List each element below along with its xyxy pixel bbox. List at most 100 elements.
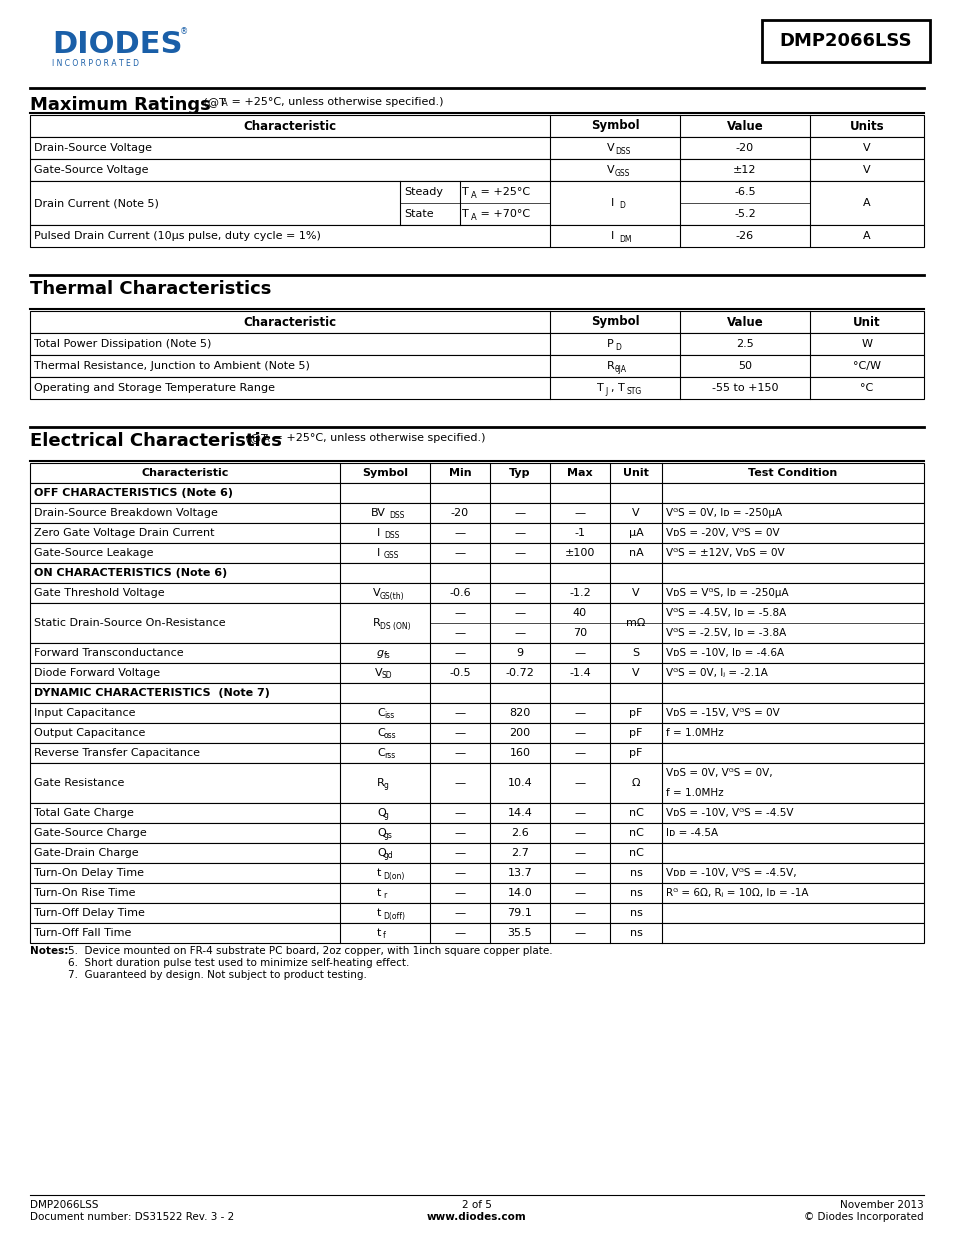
Text: gs: gs: [384, 831, 393, 841]
Text: I N C O R P O R A T E D: I N C O R P O R A T E D: [52, 59, 139, 68]
Text: Thermal Characteristics: Thermal Characteristics: [30, 280, 271, 298]
Text: °C: °C: [860, 383, 873, 393]
Text: P: P: [606, 338, 613, 350]
Text: pF: pF: [629, 727, 642, 739]
Text: 40: 40: [573, 608, 586, 618]
Text: 10.4: 10.4: [507, 778, 532, 788]
Text: —: —: [574, 848, 585, 858]
Text: mΩ: mΩ: [626, 618, 645, 629]
Text: = +25°C: = +25°C: [476, 186, 530, 198]
Text: g: g: [384, 782, 389, 790]
Text: -5.2: -5.2: [734, 209, 755, 219]
Text: Unit: Unit: [622, 468, 648, 478]
Text: pF: pF: [629, 708, 642, 718]
Text: -20: -20: [735, 143, 753, 153]
Text: θJA: θJA: [615, 364, 626, 373]
Text: 9: 9: [516, 648, 523, 658]
Bar: [30, 225, 923, 247]
Text: —: —: [574, 827, 585, 839]
Bar: [30, 683, 923, 703]
Text: Symbol: Symbol: [361, 468, 408, 478]
Text: I: I: [376, 548, 380, 558]
Text: —: —: [514, 588, 525, 598]
Text: A: A: [862, 198, 870, 207]
Text: (@T: (@T: [242, 433, 268, 443]
Text: T: T: [461, 186, 468, 198]
Text: —: —: [574, 508, 585, 517]
Text: I: I: [376, 529, 380, 538]
Text: VᴅS = -15V, VᴳS = 0V: VᴅS = -15V, VᴳS = 0V: [665, 708, 779, 718]
Text: -0.6: -0.6: [449, 588, 471, 598]
Text: ON CHARACTERISTICS (Note 6): ON CHARACTERISTICS (Note 6): [34, 568, 227, 578]
Text: Gate Threshold Voltage: Gate Threshold Voltage: [34, 588, 165, 598]
Text: Output Capacitance: Output Capacitance: [34, 727, 145, 739]
Text: —: —: [574, 648, 585, 658]
Text: DS (ON): DS (ON): [379, 621, 410, 631]
Text: C: C: [376, 748, 384, 758]
Text: Zero Gate Voltage Drain Current: Zero Gate Voltage Drain Current: [34, 529, 214, 538]
Text: R: R: [606, 361, 614, 370]
Text: Typ: Typ: [509, 468, 530, 478]
Text: D: D: [618, 201, 624, 210]
Bar: [30, 844, 923, 863]
Text: 200: 200: [509, 727, 530, 739]
Text: (@T: (@T: [200, 98, 226, 107]
Text: Rᴳ = 6Ω, Rⱼ = 10Ω, Iᴅ = -1A: Rᴳ = 6Ω, Rⱼ = 10Ω, Iᴅ = -1A: [665, 888, 807, 898]
Text: -0.72: -0.72: [505, 668, 534, 678]
Text: Max: Max: [567, 468, 592, 478]
Text: V: V: [375, 668, 382, 678]
Text: -1.2: -1.2: [569, 588, 590, 598]
Text: D(off): D(off): [382, 911, 405, 920]
Text: oss: oss: [384, 731, 396, 741]
Text: f = 1.0MHz: f = 1.0MHz: [665, 788, 723, 798]
Text: —: —: [574, 727, 585, 739]
Bar: [30, 563, 923, 583]
Text: -0.5: -0.5: [449, 668, 471, 678]
Bar: [30, 463, 923, 483]
Text: —: —: [454, 548, 465, 558]
Bar: [30, 311, 923, 333]
Text: —: —: [514, 548, 525, 558]
Text: 160: 160: [509, 748, 530, 758]
Text: —: —: [454, 848, 465, 858]
Text: Electrical Characteristics: Electrical Characteristics: [30, 432, 281, 450]
Text: 50: 50: [738, 361, 751, 370]
Text: ns: ns: [629, 927, 641, 939]
Text: ns: ns: [629, 908, 641, 918]
Bar: [30, 115, 923, 137]
Text: C: C: [376, 727, 384, 739]
Text: 35.5: 35.5: [507, 927, 532, 939]
Bar: [30, 543, 923, 563]
Text: -1: -1: [574, 529, 585, 538]
Text: R: R: [376, 778, 384, 788]
Text: Thermal Resistance, Junction to Ambient (Note 5): Thermal Resistance, Junction to Ambient …: [34, 361, 310, 370]
Text: f: f: [382, 931, 385, 941]
Text: °C/W: °C/W: [852, 361, 880, 370]
Text: V: V: [862, 143, 870, 153]
Text: ±12: ±12: [733, 165, 756, 175]
Text: D: D: [615, 342, 620, 352]
Text: —: —: [454, 648, 465, 658]
Text: —: —: [514, 629, 525, 638]
Text: —: —: [454, 868, 465, 878]
Text: = +25°C, unless otherwise specified.): = +25°C, unless otherwise specified.): [228, 98, 443, 107]
Bar: [30, 333, 923, 354]
Text: State: State: [403, 209, 434, 219]
Text: Drain Current (Note 5): Drain Current (Note 5): [34, 198, 159, 207]
Text: fs: fs: [384, 652, 391, 661]
Text: Gate-Source Voltage: Gate-Source Voltage: [34, 165, 149, 175]
Text: μA: μA: [628, 529, 642, 538]
Text: —: —: [574, 708, 585, 718]
Text: —: —: [574, 927, 585, 939]
Text: Test Condition: Test Condition: [747, 468, 837, 478]
Text: VᴅS = -10V, Iᴅ = -4.6A: VᴅS = -10V, Iᴅ = -4.6A: [665, 648, 783, 658]
Text: —: —: [454, 927, 465, 939]
Text: GSS: GSS: [615, 168, 630, 178]
Text: ns: ns: [629, 888, 641, 898]
Bar: [30, 483, 923, 503]
Text: t: t: [376, 908, 381, 918]
Text: V: V: [632, 588, 639, 598]
Text: Drain-Source Breakdown Voltage: Drain-Source Breakdown Voltage: [34, 508, 217, 517]
Text: Characteristic: Characteristic: [243, 120, 336, 132]
Text: Iᴅ = -4.5A: Iᴅ = -4.5A: [665, 827, 718, 839]
